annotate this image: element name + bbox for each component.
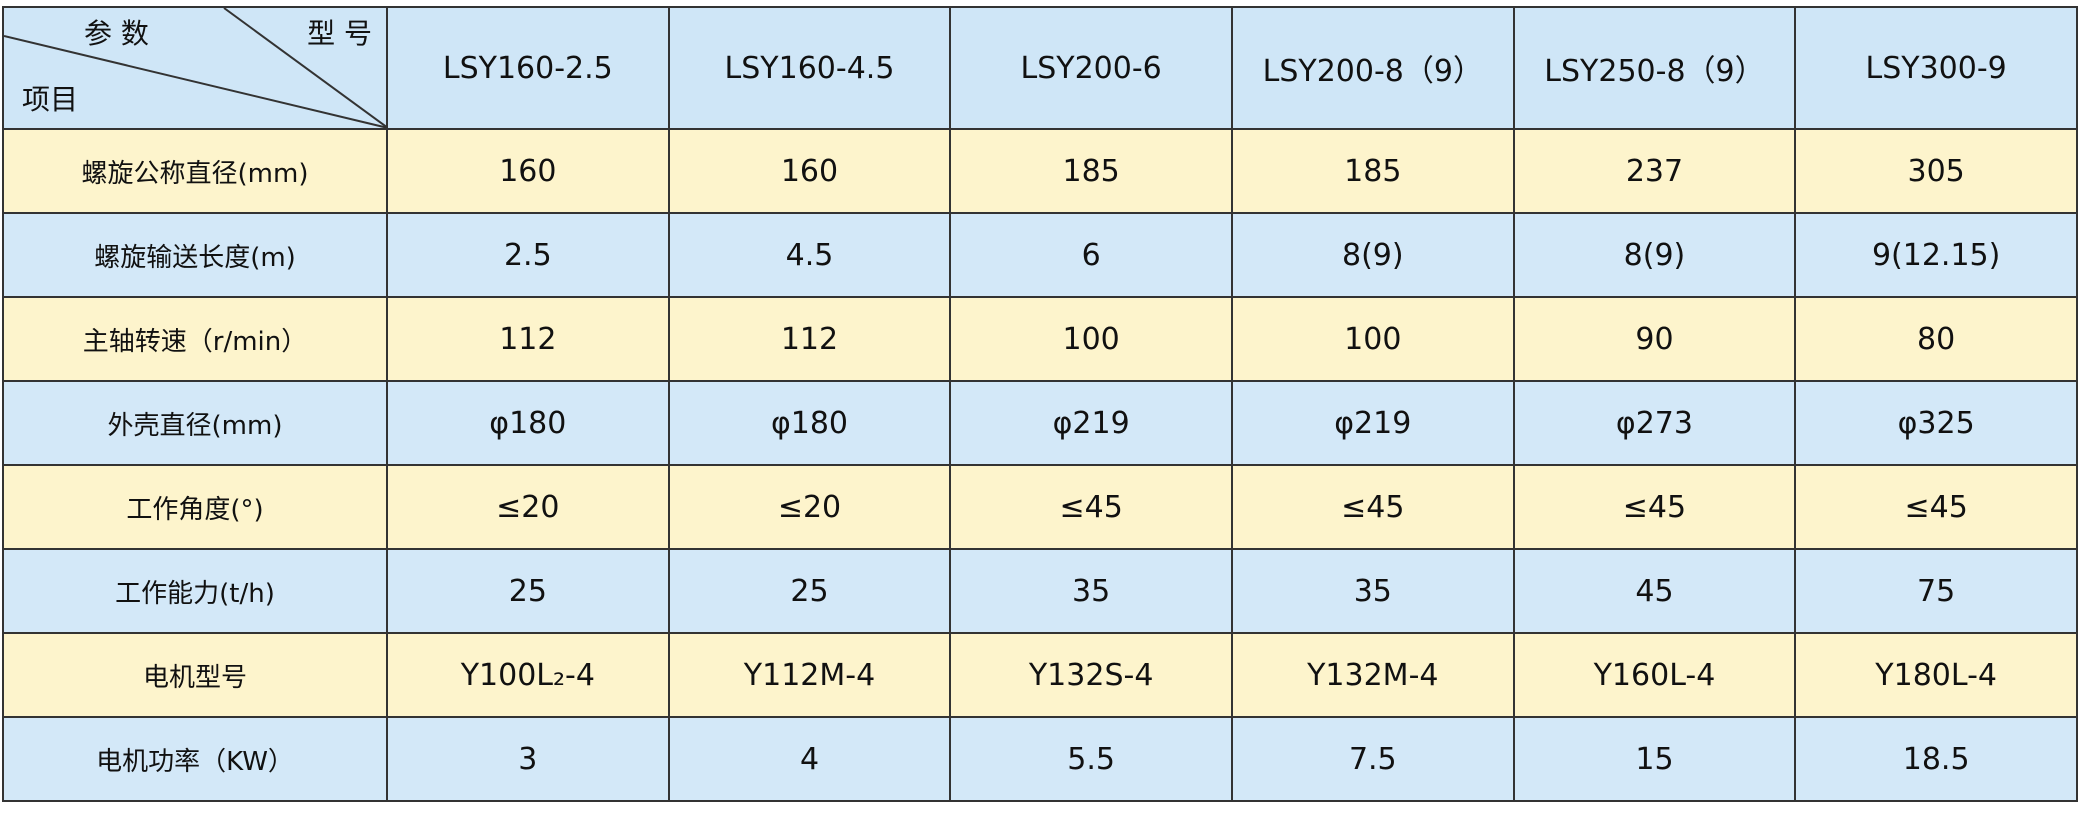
cell: φ325 <box>1794 380 2078 466</box>
cell: Y100L₂-4 <box>386 632 670 718</box>
column-header: LSY160-4.5 <box>667 6 952 130</box>
cell: 100 <box>1230 296 1515 382</box>
cell: 75 <box>1794 548 2078 634</box>
cell: 90 <box>1512 296 1797 382</box>
cell: 80 <box>1794 296 2078 382</box>
cell: 45 <box>1512 548 1797 634</box>
cell: 160 <box>386 128 670 214</box>
header-row: 参 数 型 号 项目 LSY160-2.5 LSY160-4.5 LSY200-6 L… <box>2 6 2078 130</box>
table-row: 外壳直径(mm) φ180 φ180 φ219 φ219 φ273 φ325 <box>2 380 2078 466</box>
cell: φ219 <box>1230 380 1515 466</box>
cell: 7.5 <box>1230 716 1515 802</box>
row-label: 外壳直径(mm) <box>2 380 388 466</box>
table-row: 电机型号 Y100L₂-4 Y112M-4 Y132S-4 Y132M-4 Y160L-4… <box>2 632 2078 718</box>
row-label: 电机功率（KW） <box>2 716 388 802</box>
cell: ≤20 <box>667 464 952 550</box>
table-row: 工作角度(°) ≤20 ≤20 ≤45 ≤45 ≤45 ≤45 <box>2 464 2078 550</box>
cell: ≤45 <box>1230 464 1515 550</box>
table-row: 螺旋输送长度(m) 2.5 4.5 6 8(9) 8(9) 9(12.15) <box>2 212 2078 298</box>
cell: 112 <box>667 296 952 382</box>
cell: ≤45 <box>949 464 1233 550</box>
cell: φ273 <box>1512 380 1797 466</box>
column-header: LSY250-8（9） <box>1512 6 1797 130</box>
column-header: LSY200-8（9） <box>1230 6 1515 130</box>
column-header: LSY200-6 <box>949 6 1233 130</box>
corner-cell: 参 数 型 号 项目 <box>2 6 388 130</box>
cell: 5.5 <box>949 716 1233 802</box>
cell: Y132M-4 <box>1230 632 1515 718</box>
column-header: LSY160-2.5 <box>386 6 670 130</box>
cell: 160 <box>667 128 952 214</box>
cell: ≤45 <box>1794 464 2078 550</box>
cell: 8(9) <box>1230 212 1515 298</box>
cell: 25 <box>667 548 952 634</box>
cell: 6 <box>949 212 1233 298</box>
table-row: 螺旋公称直径(mm) 160 160 185 185 237 305 <box>2 128 2078 214</box>
cell: φ219 <box>949 380 1233 466</box>
cell: 112 <box>386 296 670 382</box>
cell: 237 <box>1512 128 1797 214</box>
cell: 35 <box>949 548 1233 634</box>
cell: 8(9) <box>1512 212 1797 298</box>
row-label: 工作能力(t/h) <box>2 548 388 634</box>
cell: 305 <box>1794 128 2078 214</box>
cell: Y132S-4 <box>949 632 1233 718</box>
cell: Y160L-4 <box>1512 632 1797 718</box>
cell: ≤45 <box>1512 464 1797 550</box>
column-header: LSY300-9 <box>1794 6 2078 130</box>
cell: 100 <box>949 296 1233 382</box>
cell: 185 <box>1230 128 1515 214</box>
cell: 3 <box>386 716 670 802</box>
cell: 9(12.15) <box>1794 212 2078 298</box>
cell: 185 <box>949 128 1233 214</box>
cell: Y112M-4 <box>667 632 952 718</box>
cell: 18.5 <box>1794 716 2078 802</box>
spec-table: 参 数 型 号 项目 LSY160-2.5 LSY160-4.5 LSY200-6 L… <box>2 6 2078 802</box>
param-label: 参 数 <box>84 17 149 50</box>
item-label: 项目 <box>22 83 79 116</box>
table-row: 主轴转速（r/min） 112 112 100 100 90 80 <box>2 296 2078 382</box>
cell: 15 <box>1512 716 1797 802</box>
cell: 4.5 <box>667 212 952 298</box>
cell: 2.5 <box>386 212 670 298</box>
row-label: 工作角度(°) <box>2 464 388 550</box>
cell: Y180L-4 <box>1794 632 2078 718</box>
table-row: 工作能力(t/h) 25 25 35 35 45 75 <box>2 548 2078 634</box>
row-label: 螺旋公称直径(mm) <box>2 128 388 214</box>
row-label: 电机型号 <box>2 632 388 718</box>
diagonal-lines <box>4 8 388 128</box>
cell: φ180 <box>667 380 952 466</box>
table-row: 电机功率（KW） 3 4 5.5 7.5 15 18.5 <box>2 716 2078 802</box>
model-label: 型 号 <box>307 17 372 50</box>
cell: 4 <box>667 716 952 802</box>
row-label: 螺旋输送长度(m) <box>2 212 388 298</box>
cell: 35 <box>1230 548 1515 634</box>
cell: ≤20 <box>386 464 670 550</box>
cell: 25 <box>386 548 670 634</box>
cell: φ180 <box>386 380 670 466</box>
row-label: 主轴转速（r/min） <box>2 296 388 382</box>
